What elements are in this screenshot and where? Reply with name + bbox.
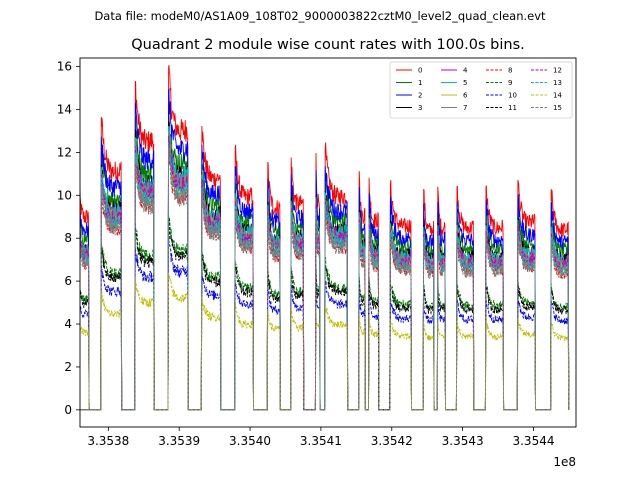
plot-frame	[79, 57, 577, 428]
series-line-0	[80, 65, 570, 411]
series-line-10	[80, 238, 570, 411]
series-line-12	[80, 135, 570, 411]
series-line-15	[80, 148, 570, 411]
x-tick-label: 3.3543	[442, 434, 484, 448]
x-tick-label: 3.3542	[371, 434, 413, 448]
legend-label: 6	[463, 92, 468, 100]
legend-label: 7	[463, 104, 467, 112]
x-tick-label: 3.3544	[512, 434, 554, 448]
legend-label: 0	[418, 67, 422, 75]
series-line-13	[80, 142, 570, 411]
legend-label: 1	[418, 79, 422, 87]
legend-label: 4	[463, 67, 468, 75]
legend-label: 9	[508, 79, 512, 87]
x-axis: 3.3538 3.3539 3.3540 3.3541 3.3542 3.3543 3.35…	[87, 427, 554, 448]
legend-label: 14	[553, 92, 562, 100]
x-tick-label: 3.3540	[229, 434, 271, 448]
x-tick-label: 3.3539	[158, 434, 200, 448]
legend-label: 3	[418, 104, 422, 112]
legend-label: 13	[553, 79, 562, 87]
y-tick-label: 8	[64, 231, 72, 245]
series-line-3	[80, 121, 570, 411]
series-line-2	[80, 87, 570, 411]
y-tick-label: 16	[57, 60, 72, 74]
series-layer	[80, 65, 570, 411]
series-line-14	[80, 272, 570, 411]
y-tick-label: 0	[64, 403, 72, 417]
chart-title: Quadrant 2 module wise count rates with …	[131, 37, 525, 53]
series-line-9	[80, 214, 570, 411]
y-tick-label: 2	[64, 360, 72, 374]
legend-label: 5	[463, 79, 467, 87]
legend-label: 8	[508, 67, 512, 75]
y-tick-label: 10	[57, 188, 72, 202]
y-axis: 0 2 4 6 8 10 12 14 16	[57, 60, 80, 417]
legend-label: 2	[418, 92, 422, 100]
legend-label: 11	[508, 104, 517, 112]
plot-area	[80, 58, 576, 427]
legend-box	[389, 61, 573, 119]
y-tick-label: 4	[64, 317, 72, 331]
x-tick-label: 3.3541	[300, 434, 342, 448]
x-offset-label: 1e8	[553, 455, 576, 469]
figure-suptitle: Data file: modeM0/AS1A09_108T02_90000038…	[94, 9, 546, 23]
series-line-11	[80, 218, 570, 411]
legend-label: 10	[508, 92, 517, 100]
x-tick-label: 3.3538	[87, 434, 129, 448]
y-tick-label: 6	[64, 274, 72, 288]
legend-label: 15	[553, 104, 562, 112]
y-tick-label: 14	[57, 102, 72, 116]
legend-label: 12	[553, 67, 562, 75]
y-tick-label: 12	[57, 145, 72, 159]
